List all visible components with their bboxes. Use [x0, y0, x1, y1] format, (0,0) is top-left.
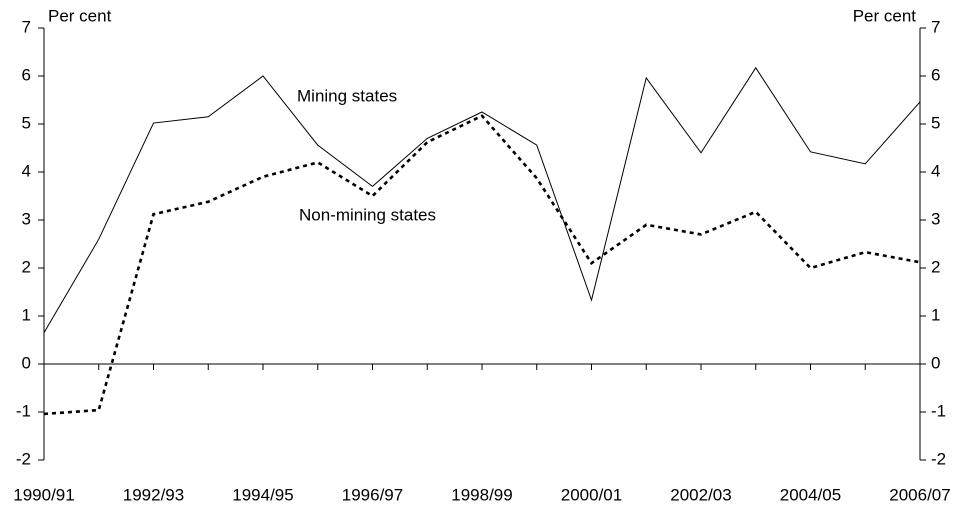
- x-tick-label: 1996/97: [342, 485, 403, 504]
- series-label: Mining states: [297, 86, 397, 105]
- y-tick-label: -2: [16, 449, 31, 468]
- y-tick-label: 3: [22, 209, 31, 228]
- y-tick-label: 4: [22, 161, 31, 180]
- x-tick-label: 1998/99: [451, 485, 512, 504]
- x-tick-label: 2004/05: [780, 485, 841, 504]
- y-tick-label: 7: [22, 17, 31, 36]
- y-tick-label: 2: [22, 257, 31, 276]
- y2-tick-label: 1: [931, 305, 940, 324]
- y-tick-label: 0: [22, 353, 31, 372]
- y2-tick-label: 2: [931, 257, 940, 276]
- y2-tick-label: 3: [931, 209, 940, 228]
- y-axis-label: Per cent: [48, 6, 112, 25]
- y-tick-label: -1: [16, 401, 31, 420]
- series-label: Non-mining states: [299, 205, 436, 224]
- y2-tick-label: 5: [931, 113, 940, 132]
- y-tick-label: 1: [22, 305, 31, 324]
- x-tick-label: 2002/03: [670, 485, 731, 504]
- y2-tick-label: -2: [931, 449, 946, 468]
- x-tick-label: 1992/93: [123, 485, 184, 504]
- y-tick-label: 6: [22, 65, 31, 84]
- x-tick-label: 2000/01: [561, 485, 622, 504]
- y2-tick-label: 4: [931, 161, 940, 180]
- y2-tick-label: -1: [931, 401, 946, 420]
- series-line: [43, 66, 921, 334]
- x-tick-label: 1994/95: [232, 485, 293, 504]
- y2-tick-label: 6: [931, 65, 940, 84]
- y2-axis-label: Per cent: [853, 6, 917, 25]
- y2-tick-label: 7: [931, 17, 940, 36]
- x-tick-label: 2006/07: [889, 485, 950, 504]
- y2-tick-label: 0: [931, 353, 940, 372]
- x-tick-label: 1990/91: [13, 485, 74, 504]
- y-tick-label: 5: [22, 113, 31, 132]
- series-line: [43, 114, 921, 416]
